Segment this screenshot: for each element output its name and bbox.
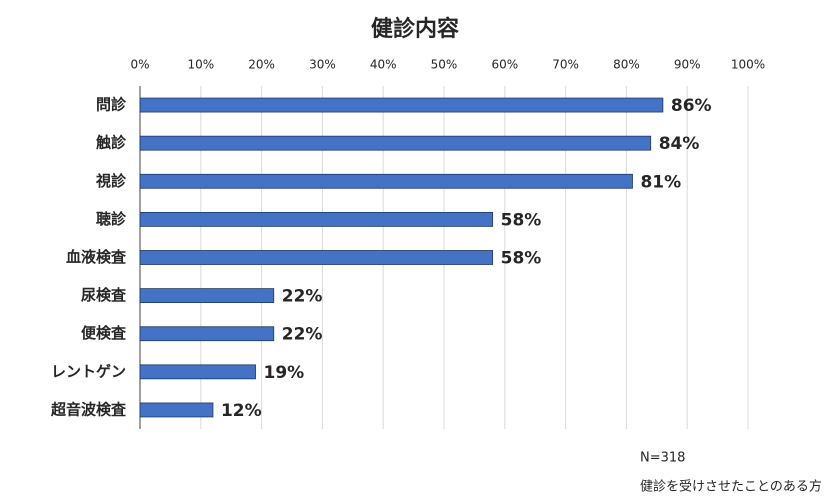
x-tick-label: 70% [552, 58, 579, 72]
y-tick-label: 聴診 [96, 210, 127, 228]
x-tick-label: 50% [431, 58, 458, 72]
bar [139, 288, 275, 304]
bar [139, 211, 494, 227]
x-tick-label: 10% [187, 58, 214, 72]
y-tick-label: 問診 [96, 96, 127, 114]
value-label: 84% [659, 134, 700, 154]
bar [139, 326, 275, 342]
chart-title: 健診内容 [371, 16, 459, 42]
x-tick-label: 0% [130, 58, 149, 72]
bar [139, 402, 214, 418]
x-tick-label: 30% [309, 58, 336, 72]
value-label: 19% [264, 363, 305, 383]
bar [139, 97, 664, 113]
x-tick-label: 80% [613, 58, 640, 72]
x-tick-label: 20% [248, 58, 275, 72]
y-tick-label: 血液検査 [66, 248, 127, 266]
value-label: 81% [640, 172, 681, 192]
value-label: 58% [501, 210, 542, 230]
value-label: 58% [501, 249, 542, 269]
y-tick-label: 尿検査 [81, 286, 127, 304]
bar [139, 135, 652, 151]
x-tick-label: 40% [370, 58, 397, 72]
bar [139, 364, 256, 380]
y-tick-label: 触診 [96, 134, 127, 152]
x-tick-label: 90% [674, 58, 701, 72]
y-tick-label: 便検査 [81, 324, 127, 342]
x-tick-label: 60% [491, 58, 518, 72]
y-tick-label: レントゲン [51, 362, 126, 380]
value-label: 12% [221, 401, 262, 421]
note: N=318 [640, 451, 685, 466]
value-label: 22% [282, 325, 323, 345]
value-label: 22% [282, 287, 323, 307]
y-tick-label: 超音波検査 [50, 400, 127, 418]
y-tick-label: 視診 [95, 172, 127, 190]
x-tick-label: 100% [731, 58, 765, 72]
note: 健診を受けさせたことのある方 [640, 479, 822, 495]
bar [139, 250, 494, 265]
bar [139, 173, 633, 189]
value-label: 86% [671, 96, 712, 116]
